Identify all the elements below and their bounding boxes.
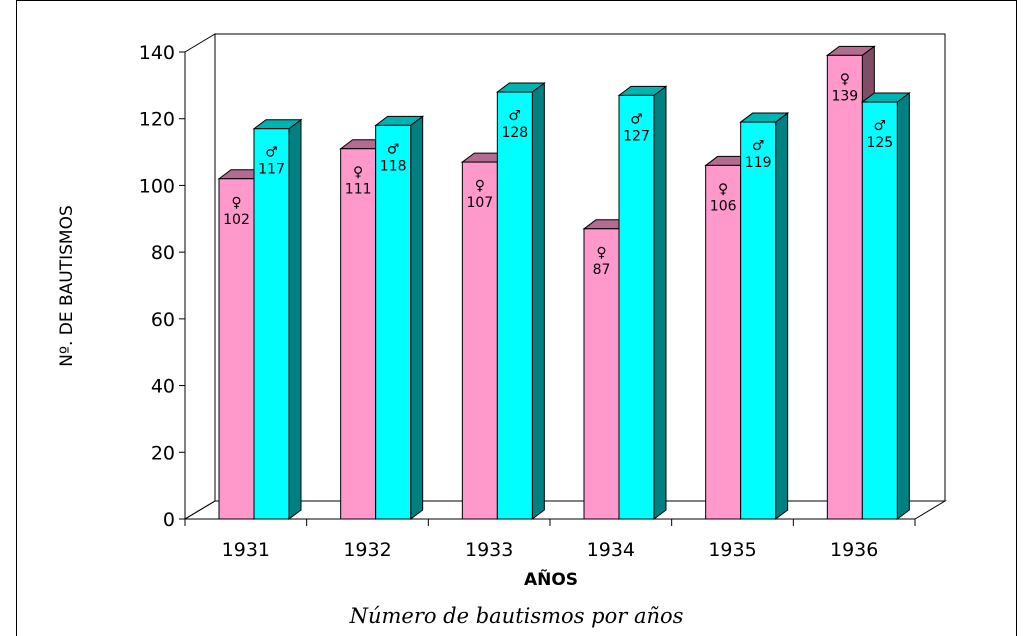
y-tick-label: 20 [151, 442, 175, 464]
chart-frame [16, 0, 1017, 636]
bar-male [374, 115, 425, 520]
bar-front [826, 54, 863, 520]
bar-side [531, 82, 545, 520]
female-symbol: ♀ [353, 165, 363, 181]
male-symbol: ♂ [630, 111, 643, 127]
bar-value-label: 117 [258, 162, 285, 178]
bar-value-label: 106 [710, 198, 737, 214]
x-tick-label: 1932 [343, 539, 391, 561]
x-tick-label: 1934 [587, 539, 635, 561]
bar-value-label: 111 [345, 182, 372, 198]
female-symbol: ♀ [231, 195, 241, 211]
bar-side [288, 118, 302, 520]
y-tick-label: 100 [139, 175, 175, 197]
figure-caption: Número de bautismos por años [349, 604, 684, 628]
bar-side [410, 115, 424, 520]
bar-male [495, 82, 546, 520]
bar-front [218, 178, 255, 520]
y-tick-label: 40 [151, 376, 175, 398]
bar-front [740, 121, 777, 520]
bar-value-label: 119 [745, 155, 772, 171]
male-symbol: ♂ [387, 141, 400, 157]
x-axis-title: AÑOS [524, 567, 578, 590]
bar-front [496, 91, 533, 520]
female-symbol: ♀ [840, 71, 850, 87]
bar-front [340, 148, 377, 520]
bar-front [375, 124, 412, 520]
female-symbol: ♀ [718, 181, 728, 197]
bar-male [617, 85, 668, 520]
bar-value-label: 139 [831, 88, 858, 104]
bar-chart: 0 20 40 60 80 100 120 140 1931 1932 1933 1934 1935 19… [57, 33, 947, 590]
bar-male [860, 92, 911, 520]
x-tick-label: 1935 [708, 539, 756, 561]
x-tick-label: 1931 [222, 539, 270, 561]
bar-value-label: 87 [593, 262, 611, 278]
bar-value-label: 107 [466, 195, 493, 211]
bar-front [583, 228, 620, 520]
bar-front [253, 128, 290, 520]
bar-value-label: 102 [223, 212, 250, 228]
bar-value-label: 125 [866, 135, 893, 151]
x-tick-label: 1936 [830, 539, 878, 561]
female-symbol: ♀ [596, 245, 606, 261]
bar-value-label: 128 [501, 125, 528, 141]
bar-male [252, 118, 303, 520]
y-tick-label: 120 [139, 109, 175, 131]
x-tick-label: 1933 [465, 539, 513, 561]
bar-front [461, 161, 498, 520]
male-symbol: ♂ [874, 118, 887, 134]
bar-side [653, 85, 667, 520]
bar-front [861, 101, 898, 520]
side-wall [184, 33, 216, 520]
y-tick-label: 60 [151, 309, 175, 331]
male-symbol: ♂ [752, 138, 765, 154]
male-symbol: ♂ [265, 145, 278, 161]
bar-male [739, 112, 790, 520]
female-symbol: ♀ [475, 178, 485, 194]
bar-side [775, 112, 789, 520]
bar-side [896, 92, 910, 520]
bar-value-label: 118 [380, 158, 407, 174]
y-axis-title: Nº. DE BAUTISMOS [57, 205, 77, 367]
bar-front [618, 94, 655, 520]
bar-value-label: 127 [623, 128, 650, 144]
male-symbol: ♂ [509, 108, 522, 124]
y-tick-label: 140 [139, 42, 175, 64]
bar-front [705, 164, 742, 520]
y-tick-label: 80 [151, 242, 175, 264]
y-tick-label: 0 [163, 509, 175, 531]
